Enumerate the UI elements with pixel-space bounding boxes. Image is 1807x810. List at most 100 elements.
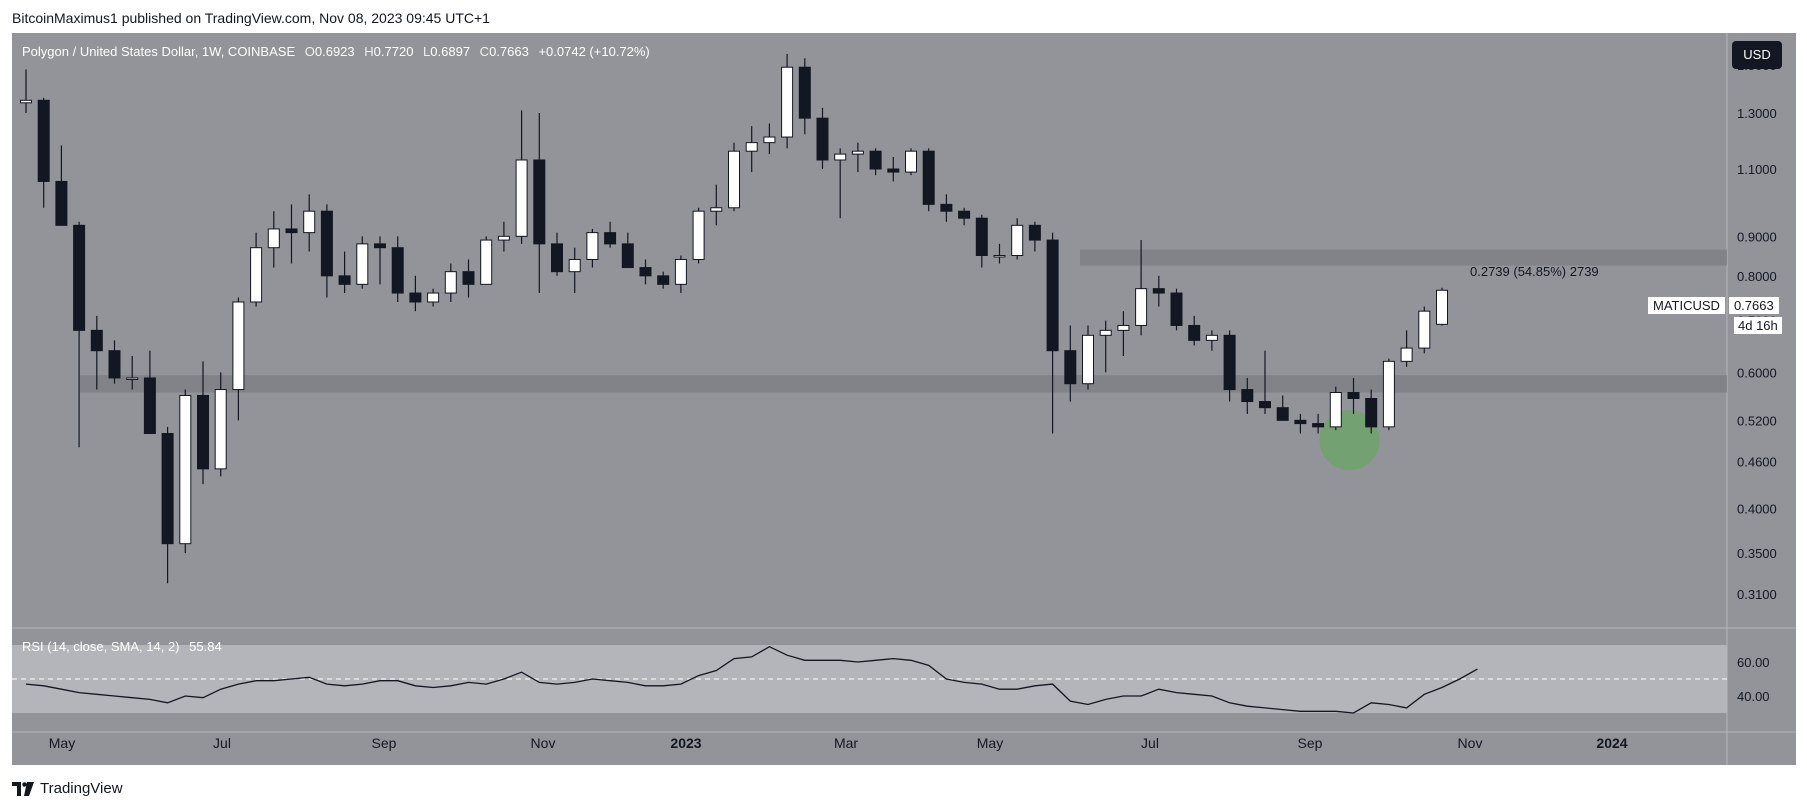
candle-body (267, 228, 280, 249)
price-tick-label: 0.4600 (1737, 454, 1777, 469)
candle-body (816, 117, 829, 161)
candle-body (1400, 347, 1413, 362)
time-tick-label: May (977, 735, 1003, 751)
candle-body (391, 247, 404, 294)
candle-body (1152, 288, 1165, 294)
candle-body (356, 243, 369, 285)
candle-body (692, 210, 705, 260)
candle-body (834, 153, 847, 161)
rsi-legend: RSI (14, close, SMA, 14, 2) 55.84 (22, 639, 222, 654)
candle-body (639, 267, 652, 277)
candle-body (515, 159, 528, 237)
rsi-value: 55.84 (189, 639, 222, 654)
rsi-tick-label: 40.00 (1737, 689, 1770, 704)
time-tick-label: Mar (834, 735, 858, 751)
price-tick-label: 0.4000 (1737, 501, 1777, 516)
candle-body (533, 159, 546, 245)
close-label: C (479, 44, 490, 59)
candle-body (781, 66, 794, 138)
price-tick-label: 0.9000 (1737, 229, 1777, 244)
candle-body (975, 217, 988, 257)
candle-body (1188, 324, 1201, 341)
candle-body (745, 142, 758, 152)
time-tick-label: Sep (372, 735, 397, 751)
candle-body (37, 99, 50, 182)
resistance-zone (1080, 249, 1727, 266)
close-value: 0.7663 (489, 44, 529, 59)
candle-body (657, 275, 670, 285)
candle-body (462, 271, 475, 285)
time-tick-label: Nov (531, 735, 556, 751)
time-tick-label: Jul (1141, 735, 1159, 751)
candle-body (763, 136, 776, 144)
chart-legend: Polygon / United States Dollar, 1W, COIN… (22, 44, 650, 59)
symbol-description: Polygon / United States Dollar, 1W, COIN… (22, 44, 296, 59)
price-tick-label: 0.3500 (1737, 546, 1777, 561)
candle-body (993, 255, 1006, 258)
candle-body (1099, 329, 1112, 336)
bar-countdown: 4d 16h (1734, 317, 1782, 334)
candle-body (905, 150, 917, 173)
candle-body (285, 228, 298, 234)
candle-body (1170, 292, 1183, 326)
open-label: O (304, 44, 315, 59)
candle-body (338, 275, 351, 285)
publisher-caption: BitcoinMaximus1 published on TradingView… (12, 10, 490, 26)
candle-body (214, 389, 227, 470)
candle-body (303, 210, 316, 234)
price-tick-label: 0.6000 (1737, 365, 1777, 380)
candle-body (126, 377, 139, 380)
time-tick-label: Nov (1458, 735, 1483, 751)
candle-body (798, 66, 811, 119)
candle-body (374, 243, 386, 249)
candle-body (1259, 401, 1271, 409)
candle-body (568, 258, 581, 273)
candle-body (1117, 324, 1130, 331)
candle-body (90, 329, 103, 352)
candle-body (73, 224, 86, 331)
candle-body (480, 239, 493, 285)
tradingview-brand[interactable]: TradingView (12, 780, 123, 797)
time-tick-label: 2023 (670, 735, 701, 751)
price-tag-symbol: MATICUSD (1648, 297, 1725, 314)
candle-body (497, 235, 510, 241)
candle-body (586, 232, 599, 260)
candle-body (250, 247, 263, 303)
candle-body (674, 258, 687, 285)
high-label: H (364, 44, 374, 59)
candle-body (1329, 392, 1342, 428)
time-tick-label: May (49, 735, 75, 751)
candle-body (1046, 239, 1059, 352)
chart-panel[interactable] (12, 33, 1796, 765)
candle-body (55, 180, 68, 226)
high-value: 0.7720 (373, 44, 414, 59)
candle-body (621, 243, 634, 269)
candle-body (444, 271, 457, 294)
candle-body (710, 207, 723, 212)
candle-body (427, 292, 440, 303)
low-value: 0.6897 (430, 44, 471, 59)
candle-body (197, 394, 209, 470)
candle-body (1294, 419, 1307, 425)
candle-body (1082, 334, 1094, 385)
currency-button[interactable]: USD (1732, 41, 1782, 69)
time-tick-label: Sep (1298, 735, 1323, 751)
candle-body (409, 292, 422, 303)
candle-body (551, 243, 563, 273)
brand-name: TradingView (40, 780, 123, 797)
candle-body (1135, 288, 1148, 326)
rsi-tick-label: 60.00 (1737, 655, 1770, 670)
time-tick-label: 2024 (1596, 735, 1627, 751)
measure-label: 0.2739 (54.85%) 2739 (1470, 264, 1599, 279)
candle-body (1064, 350, 1077, 385)
rsi-line (25, 645, 1478, 714)
rsi-label: RSI (14, close, SMA, 14, 2) (22, 639, 180, 654)
candle-body (1241, 389, 1254, 403)
candle-body (851, 150, 864, 155)
candle-body (108, 350, 121, 379)
candle-body (143, 377, 156, 435)
price-tag-value: 0.7663 (1728, 297, 1779, 314)
candle-body (161, 433, 174, 545)
candle-body (1028, 224, 1041, 241)
